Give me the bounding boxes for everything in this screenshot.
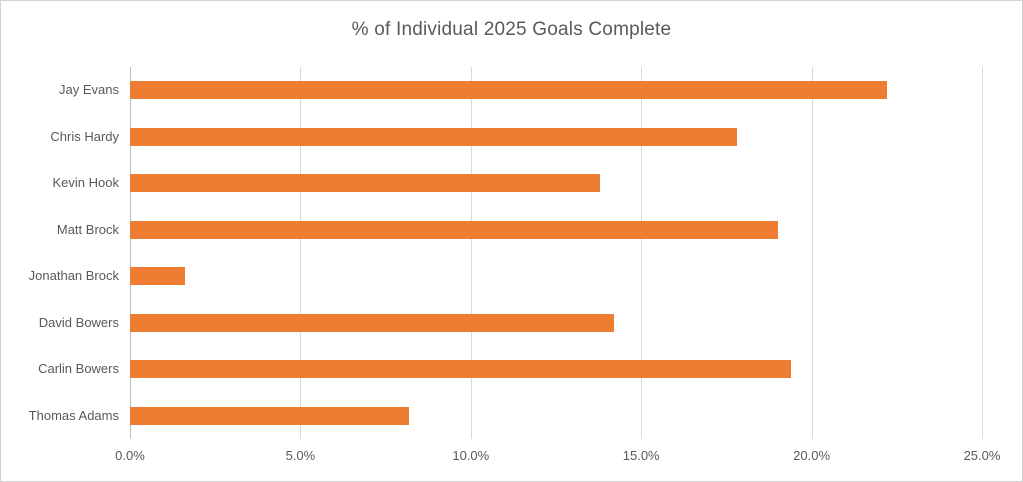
value-tick-label: 5.0% — [285, 448, 316, 463]
category-label: Matt Brock — [56, 221, 119, 237]
bar-thomas-adams — [130, 406, 410, 425]
chart-title: % of Individual 2025 Goals Complete — [351, 19, 672, 40]
category-axis-line — [130, 67, 131, 439]
category-label: David Bowers — [38, 314, 119, 330]
category-label: Jonathan Brock — [28, 268, 119, 284]
plot-area — [130, 67, 983, 440]
gridline — [470, 67, 472, 439]
category-label: Kevin Hook — [52, 175, 119, 191]
category-label: Thomas Adams — [28, 407, 119, 423]
bar-row — [130, 67, 982, 114]
bar-kevin-hook — [130, 174, 601, 193]
bar-row — [130, 346, 982, 393]
category-label: Carlin Bowers — [38, 361, 119, 377]
gridline — [300, 67, 302, 439]
bar-jay-evans — [130, 81, 887, 100]
bar-row — [130, 160, 982, 207]
bar-jonathan-brock — [130, 267, 185, 286]
gridline — [811, 67, 813, 439]
gridline — [641, 67, 643, 439]
bar-row — [130, 114, 982, 161]
bar-row — [130, 300, 982, 347]
bar-chris-hardy — [130, 127, 737, 146]
value-tick-label: 25.0% — [963, 448, 1001, 463]
category-label: Chris Hardy — [50, 128, 119, 144]
value-tick-label: 0.0% — [115, 448, 145, 463]
bar-row — [130, 207, 982, 254]
bar-row — [130, 393, 982, 440]
category-label: Jay Evans — [59, 82, 119, 98]
bar-david-bowers — [130, 313, 614, 332]
bar-matt-brock — [130, 220, 778, 239]
value-tick-label: 10.0% — [452, 448, 490, 463]
value-tick-label: 20.0% — [793, 448, 831, 463]
gridline — [982, 67, 983, 439]
bar-row — [130, 253, 982, 300]
bar-carlin-bowers — [130, 360, 792, 379]
value-tick-label: 15.0% — [622, 448, 660, 463]
